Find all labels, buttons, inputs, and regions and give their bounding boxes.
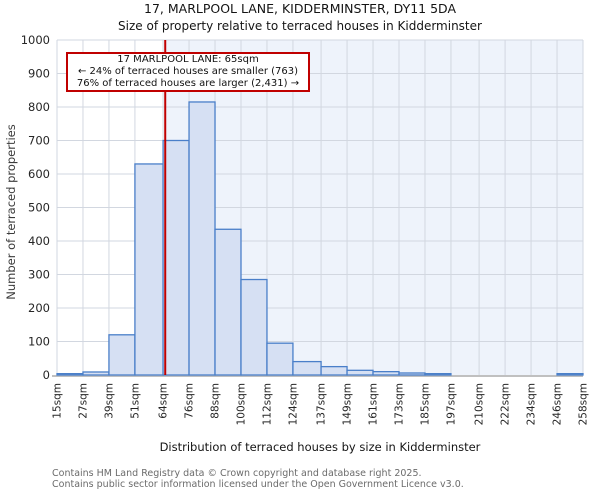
histogram-bar — [188, 101, 216, 376]
y-tick-label: 0 — [43, 368, 50, 382]
x-tick-label: 246sqm — [552, 383, 564, 425]
x-tick-label: 210sqm — [474, 383, 486, 425]
histogram-bar — [56, 373, 84, 376]
y-tick-label: 600 — [28, 167, 50, 181]
x-tick-label: 197sqm — [445, 383, 457, 425]
histogram-bar — [82, 371, 110, 376]
x-tick-label: 222sqm — [500, 383, 512, 425]
x-tick-label: 64sqm — [158, 383, 170, 419]
x-axis-title: Distribution of terraced houses by size … — [159, 440, 481, 454]
histogram-bar — [346, 369, 374, 376]
histogram-bar — [134, 163, 164, 376]
histogram-bar — [424, 373, 452, 376]
histogram-bar — [108, 334, 136, 376]
x-tick-label: 185sqm — [419, 383, 431, 425]
histogram-bar — [240, 278, 268, 376]
annotation-line1: 17 MARLPOOL LANE: 65sqm — [117, 54, 259, 65]
y-tick-label: 100 — [28, 335, 50, 349]
y-axis-title: Number of terraced properties — [4, 124, 18, 300]
x-tick-label: 76sqm — [184, 383, 196, 419]
x-tick-label: 39sqm — [103, 383, 115, 419]
histogram-bar — [398, 372, 426, 376]
histogram-bar — [292, 360, 322, 376]
histogram-bar — [320, 365, 348, 376]
x-tick-label: 51sqm — [129, 383, 141, 419]
y-tick-label: 200 — [28, 301, 50, 315]
y-tick-label: 500 — [28, 201, 50, 215]
x-tick-label: 124sqm — [287, 383, 299, 425]
y-tick-label: 1000 — [21, 33, 50, 47]
chart-subtitle: Size of property relative to terraced ho… — [118, 19, 482, 33]
x-tick-label: 100sqm — [235, 383, 247, 425]
x-tick-label: 112sqm — [261, 383, 273, 425]
histogram-bar — [162, 139, 190, 376]
annotation-line2: ← 24% of terraced houses are smaller (76… — [77, 66, 299, 77]
x-tick-label: 88sqm — [210, 383, 222, 419]
x-tick-label: 15sqm — [52, 383, 64, 419]
y-tick-label: 900 — [28, 67, 50, 81]
histogram-bar — [214, 228, 242, 376]
x-tick-label: 137sqm — [316, 383, 328, 425]
x-tick-label: 149sqm — [342, 383, 354, 425]
x-tick-label: 161sqm — [368, 383, 380, 425]
y-tick-label: 800 — [28, 100, 50, 114]
footer-attribution-line2: Contains public sector information licen… — [52, 479, 464, 490]
footer-attribution-line1: Contains HM Land Registry data © Crown c… — [52, 468, 422, 479]
histogram-bar — [372, 370, 400, 376]
x-tick-label: 234sqm — [526, 383, 538, 425]
x-tick-label: 258sqm — [578, 383, 590, 425]
annotation-box: 17 MARLPOOL LANE: 65sqm ← 24% of terrace… — [66, 52, 310, 92]
y-tick-label: 400 — [28, 234, 50, 248]
histogram-bar — [266, 342, 294, 376]
annotation-line3: 76% of terraced houses are larger (2,431… — [76, 78, 300, 89]
chart-title: 17, MARLPOOL LANE, KIDDERMINSTER, DY11 5… — [144, 1, 456, 16]
x-tick-label: 173sqm — [394, 383, 406, 425]
x-tick-label: 27sqm — [77, 383, 89, 419]
y-tick-label: 700 — [28, 134, 50, 148]
histogram-bar — [556, 373, 584, 376]
y-tick-label: 300 — [28, 268, 50, 282]
